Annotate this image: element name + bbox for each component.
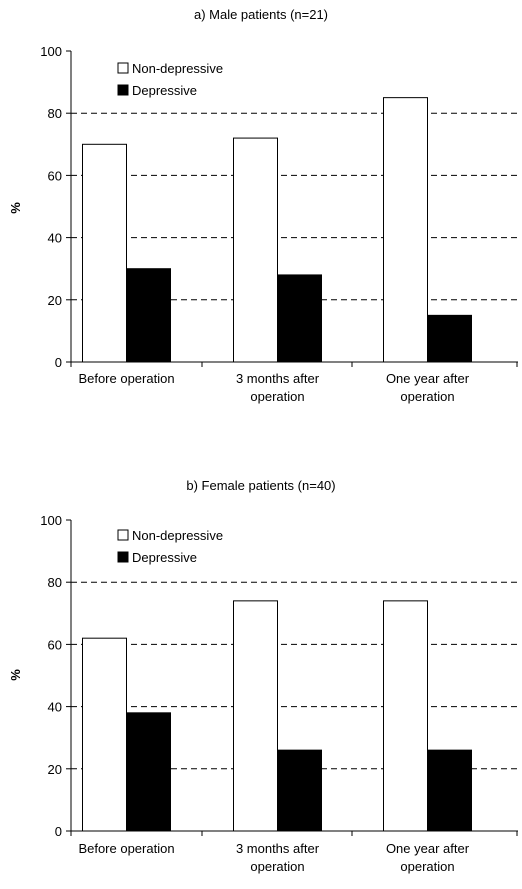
y-tick-label: 60: [48, 168, 62, 183]
x-tick-label: operation: [400, 859, 454, 874]
y-tick-label: 40: [48, 700, 62, 715]
y-tick-label: 60: [48, 637, 62, 652]
x-tick-label: operation: [400, 389, 454, 404]
y-tick-label: 0: [55, 824, 62, 839]
legend-label: Depressive: [132, 83, 197, 98]
chart-2: b) Female patients (n=40)% 0 20 40 60 80 100 Be…: [8, 478, 518, 874]
bar-depressive-3: [427, 314, 472, 363]
legend: Non-depressive Depressive: [117, 528, 223, 565]
legend-label: Non-depressive: [132, 61, 223, 76]
x-tick-label: One year after: [386, 841, 470, 856]
legend-swatch: [117, 62, 129, 74]
bar-non-depressive-2: [233, 600, 278, 832]
legend: Non-depressive Depressive: [117, 61, 223, 98]
x-tick-label: Before operation: [78, 371, 174, 386]
x-tick-label: Before operation: [78, 841, 174, 856]
x-tick-label: operation: [250, 389, 304, 404]
legend-swatch: [117, 84, 129, 96]
x-tick-label: One year after: [386, 371, 470, 386]
chart-1: a) Male patients (n=21)% 0 20 40 60 80 100 Befo…: [8, 7, 518, 404]
bar-depressive-3: [427, 749, 472, 832]
y-tick-label: 80: [48, 575, 62, 590]
bar-non-depressive-1: [82, 143, 127, 363]
legend-swatch: [117, 529, 129, 541]
x-tick-label: operation: [250, 859, 304, 874]
legend-label: Depressive: [132, 550, 197, 565]
chart-title: a) Male patients (n=21): [194, 7, 328, 22]
y-axis-label: %: [8, 669, 23, 681]
bar-depressive-2: [277, 274, 322, 363]
y-tick-label: 20: [48, 762, 62, 777]
bar-non-depressive-1: [82, 637, 127, 832]
y-tick-label: 40: [48, 231, 62, 246]
legend-label: Non-depressive: [132, 528, 223, 543]
y-tick-label: 80: [48, 106, 62, 121]
y-axis-label: %: [8, 202, 23, 214]
legend-swatch: [117, 551, 129, 563]
y-tick-label: 100: [40, 44, 62, 59]
y-tick-label: 0: [55, 355, 62, 370]
y-tick-label: 100: [40, 513, 62, 528]
x-tick-label: 3 months after: [236, 841, 320, 856]
bar-depressive-1: [126, 712, 171, 832]
bar-non-depressive-3: [383, 600, 428, 832]
bar-depressive-1: [126, 268, 171, 363]
chart-title: b) Female patients (n=40): [186, 478, 335, 493]
x-tick-label: 3 months after: [236, 371, 320, 386]
bar-depressive-2: [277, 749, 322, 832]
bar-non-depressive-3: [383, 97, 428, 363]
y-tick-label: 20: [48, 293, 62, 308]
bar-non-depressive-2: [233, 137, 278, 363]
